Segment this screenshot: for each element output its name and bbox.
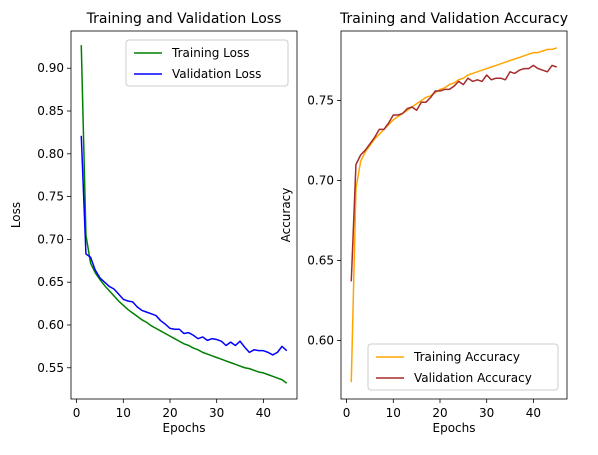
y-tick-label: 0.60 bbox=[37, 318, 64, 332]
x-axis-label: Epochs bbox=[163, 421, 206, 435]
series-line-2 bbox=[350, 64, 557, 282]
y-tick-label: 0.75 bbox=[37, 190, 64, 204]
series-line-1 bbox=[350, 47, 557, 383]
chart-1: 0 10 20 30 40 0.55 0.60 0.65 0.70 0.75 0.80 0.85 0.9… bbox=[9, 11, 298, 435]
legend-label-1: Training Accuracy bbox=[413, 350, 520, 364]
legend-label-2: Validation Accuracy bbox=[414, 371, 532, 385]
axes-frame bbox=[70, 30, 298, 400]
y-axis-label: Accuracy bbox=[279, 188, 293, 243]
legend-label-1: Training Loss bbox=[171, 46, 249, 60]
y-tick-label: 0.60 bbox=[307, 334, 334, 348]
y-tick-label: 0.70 bbox=[37, 232, 64, 246]
y-axis-label: Loss bbox=[9, 202, 23, 228]
axes-frame bbox=[340, 30, 568, 400]
y-tick-label: 0.65 bbox=[307, 254, 334, 268]
y-tick-label: 0.80 bbox=[37, 147, 64, 161]
x-tick-label: 10 bbox=[116, 406, 131, 420]
legend-box bbox=[367, 343, 559, 391]
chart-title: Training and Validation Accuracy bbox=[339, 11, 568, 27]
x-tick-label: 20 bbox=[432, 406, 447, 420]
x-tick-label: 20 bbox=[162, 406, 177, 420]
y-tick-label: 0.70 bbox=[307, 174, 334, 188]
legend: Training Loss Validation Loss bbox=[125, 39, 289, 87]
x-tick-label: 0 bbox=[343, 406, 351, 420]
x-tick-label: 0 bbox=[73, 406, 81, 420]
x-tick-label: 10 bbox=[386, 406, 401, 420]
x-tick-label: 40 bbox=[526, 406, 541, 420]
series-line-2 bbox=[80, 135, 288, 356]
x-tick-label: 40 bbox=[256, 406, 271, 420]
y-tick-label: 0.75 bbox=[307, 94, 334, 108]
y-tick-label: 0.85 bbox=[37, 104, 64, 118]
legend: Training Accuracy Validation Accuracy bbox=[367, 343, 559, 391]
legend-box bbox=[125, 39, 289, 87]
y-tick-label: 0.90 bbox=[37, 61, 64, 75]
chart-title: Training and Validation Loss bbox=[86, 11, 282, 27]
legend-label-2: Validation Loss bbox=[172, 67, 261, 81]
x-tick-label: 30 bbox=[479, 406, 494, 420]
x-axis-label: Epochs bbox=[433, 421, 476, 435]
y-tick-label: 0.65 bbox=[37, 275, 64, 289]
x-tick-label: 30 bbox=[209, 406, 224, 420]
series-line-1 bbox=[80, 45, 288, 384]
chart-2: 0 10 20 30 40 0.60 0.65 0.70 0.75 Training and Va… bbox=[279, 11, 568, 435]
y-tick-label: 0.55 bbox=[37, 361, 64, 375]
